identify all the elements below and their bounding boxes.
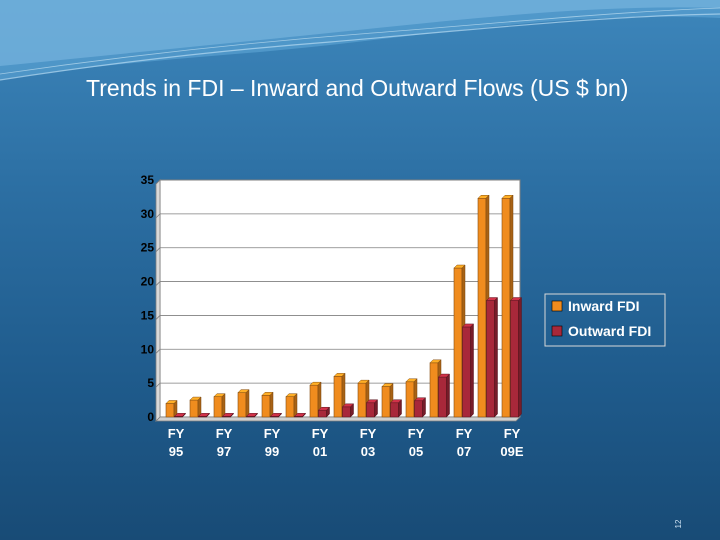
outward-fdi-bar	[342, 406, 351, 418]
outward-fdi-bar-side	[350, 403, 354, 418]
legend-box	[544, 293, 666, 347]
gridline-depth	[155, 315, 161, 320]
outward-fdi-bar	[462, 326, 471, 418]
gridline-depth	[155, 281, 161, 286]
inward-fdi-bar	[261, 395, 271, 418]
slide-title: Trends in FDI – Inward and Outward Flows…	[86, 75, 629, 101]
outward-fdi-bar-side	[254, 412, 258, 418]
y-tick-label: 35	[141, 173, 155, 187]
inward-fdi-bar	[501, 197, 511, 418]
y-tick-label: 0	[147, 410, 154, 424]
y-tick-label: 15	[141, 308, 155, 322]
x-category-label: FY 09E	[500, 426, 523, 459]
x-category-label: FY 01	[312, 426, 329, 459]
outward-fdi-bar-side	[422, 397, 426, 418]
outward-fdi-bar	[366, 402, 375, 418]
inward-fdi-bar-side	[221, 393, 226, 418]
outward-fdi-bar-side	[206, 412, 210, 418]
y-tick-label: 20	[141, 275, 155, 289]
outward-fdi-bar-side	[278, 412, 282, 418]
gridline-depth	[155, 349, 161, 354]
inward-fdi-bar-side	[245, 389, 250, 418]
legend-swatch-inward	[551, 300, 563, 312]
outward-fdi-bar-side	[374, 399, 378, 418]
y-tick-label: 5	[147, 376, 154, 390]
inward-fdi-bar	[189, 399, 199, 418]
x-category-label: FY 97	[216, 426, 233, 459]
outward-fdi-bar-side	[446, 373, 450, 418]
legend-swatch-outward	[551, 325, 563, 337]
x-category-label: FY 99	[264, 426, 281, 459]
outward-fdi-bar-side	[494, 296, 498, 418]
x-category-label: FY 05	[408, 426, 425, 459]
outward-fdi-bar-side	[230, 412, 234, 418]
legend-label-outward: Outward FDI	[568, 323, 651, 339]
x-category-label: FY 07	[456, 426, 473, 459]
outward-fdi-bar-side	[302, 412, 306, 418]
gridline-depth	[155, 179, 161, 185]
outward-fdi-bar	[510, 300, 519, 418]
inward-fdi-bar	[357, 382, 367, 418]
x-category-label: FY 03	[360, 426, 377, 459]
inward-fdi-bar	[285, 396, 295, 418]
outward-fdi-bar	[438, 376, 447, 418]
inward-fdi-bar	[453, 267, 463, 418]
y-tick-label: 30	[141, 207, 155, 221]
page-number: 12	[674, 519, 683, 529]
inward-fdi-bar	[309, 384, 319, 418]
y-tick-label: 10	[141, 342, 155, 356]
header-wave-decoration	[0, 0, 720, 81]
outward-fdi-bar-side	[398, 399, 402, 418]
inward-fdi-bar	[165, 403, 175, 418]
gridline-depth	[155, 247, 161, 252]
legend-label-inward: Inward FDI	[568, 298, 640, 314]
inward-fdi-bar	[477, 197, 487, 418]
outward-fdi-bar-side	[470, 323, 474, 418]
inward-fdi-bar	[333, 376, 343, 418]
outward-fdi-bar	[486, 300, 495, 418]
x-category-label: FY 95	[168, 426, 185, 459]
inward-fdi-bar	[429, 362, 439, 418]
outward-fdi-bar-side	[326, 406, 330, 418]
outward-fdi-bar-side	[518, 296, 522, 418]
outward-fdi-bar	[318, 409, 327, 418]
plot-floor	[155, 416, 521, 422]
y-tick-label: 25	[141, 241, 155, 255]
inward-fdi-bar-side	[293, 393, 298, 418]
outward-fdi-bar	[414, 400, 423, 418]
gridline-depth	[155, 382, 161, 388]
outward-fdi-bar-side	[182, 412, 186, 418]
inward-fdi-bar	[213, 396, 223, 418]
inward-fdi-bar	[381, 386, 391, 418]
gridline-depth	[155, 213, 161, 219]
outward-fdi-bar	[390, 402, 399, 418]
inward-fdi-bar	[405, 381, 415, 418]
inward-fdi-bar-side	[269, 391, 274, 418]
inward-fdi-bar	[237, 392, 247, 418]
